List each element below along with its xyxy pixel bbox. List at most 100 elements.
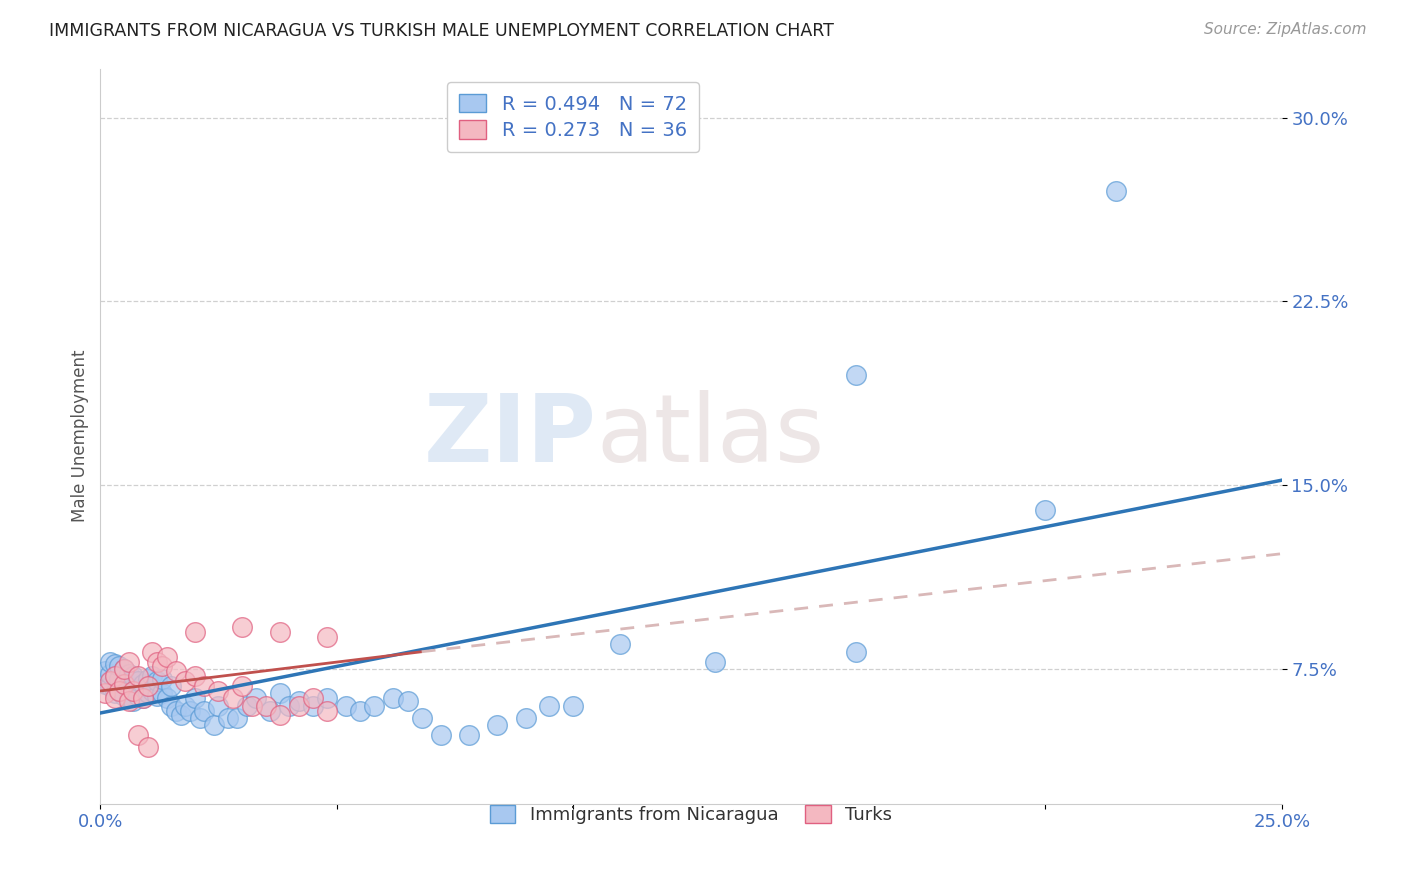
Point	[316, 630, 339, 644]
Point	[108, 672, 131, 686]
Point	[278, 698, 301, 713]
Point	[155, 691, 177, 706]
Point	[127, 674, 149, 689]
Point	[103, 686, 125, 700]
Point	[349, 704, 371, 718]
Point	[118, 694, 141, 708]
Y-axis label: Male Unemployment: Male Unemployment	[72, 350, 89, 523]
Point	[429, 728, 451, 742]
Point	[259, 704, 281, 718]
Point	[184, 625, 207, 640]
Point	[103, 669, 125, 683]
Point	[845, 645, 868, 659]
Point	[316, 704, 339, 718]
Point	[118, 691, 141, 706]
Point	[174, 698, 197, 713]
Point	[122, 694, 145, 708]
Point	[316, 691, 339, 706]
Point	[94, 676, 117, 690]
Point	[94, 665, 117, 679]
Point	[127, 669, 149, 683]
Point	[486, 718, 509, 732]
Point	[112, 662, 135, 676]
Point	[141, 669, 163, 683]
Point	[118, 679, 141, 693]
Point	[146, 674, 169, 689]
Point	[122, 684, 145, 698]
Point	[112, 676, 135, 690]
Point	[515, 711, 537, 725]
Point	[150, 659, 173, 673]
Point	[221, 691, 243, 706]
Point	[458, 728, 481, 742]
Point	[609, 637, 631, 651]
Point	[184, 691, 207, 706]
Point	[122, 669, 145, 683]
Text: IMMIGRANTS FROM NICARAGUA VS TURKISH MALE UNEMPLOYMENT CORRELATION CHART: IMMIGRANTS FROM NICARAGUA VS TURKISH MAL…	[49, 22, 834, 40]
Point	[269, 708, 291, 723]
Point	[103, 691, 125, 706]
Point	[193, 704, 215, 718]
Text: ZIP: ZIP	[423, 390, 596, 482]
Point	[122, 681, 145, 696]
Point	[98, 674, 121, 689]
Point	[174, 674, 197, 689]
Point	[150, 686, 173, 700]
Point	[269, 625, 291, 640]
Point	[240, 698, 263, 713]
Point	[245, 691, 267, 706]
Point	[136, 740, 159, 755]
Point	[170, 708, 193, 723]
Point	[103, 669, 125, 683]
Point	[146, 689, 169, 703]
Point	[396, 694, 419, 708]
Point	[146, 655, 169, 669]
Point	[288, 698, 311, 713]
Point	[141, 645, 163, 659]
Point	[335, 698, 357, 713]
Point	[94, 686, 117, 700]
Point	[207, 698, 229, 713]
Point	[160, 679, 183, 693]
Point	[226, 711, 249, 725]
Point	[411, 711, 433, 725]
Point	[236, 698, 259, 713]
Point	[108, 684, 131, 698]
Point	[98, 655, 121, 669]
Point	[160, 698, 183, 713]
Point	[254, 698, 277, 713]
Point	[538, 698, 561, 713]
Point	[136, 672, 159, 686]
Point	[136, 679, 159, 693]
Point	[136, 686, 159, 700]
Point	[165, 665, 187, 679]
Point	[165, 704, 187, 718]
Point	[127, 728, 149, 742]
Point	[288, 694, 311, 708]
Point	[184, 669, 207, 683]
Point	[112, 676, 135, 690]
Point	[188, 711, 211, 725]
Point	[132, 691, 155, 706]
Text: Source: ZipAtlas.com: Source: ZipAtlas.com	[1204, 22, 1367, 37]
Point	[207, 684, 229, 698]
Point	[112, 662, 135, 676]
Text: atlas: atlas	[596, 390, 825, 482]
Point	[302, 691, 325, 706]
Point	[155, 649, 177, 664]
Point	[103, 657, 125, 671]
Point	[150, 672, 173, 686]
Point	[179, 704, 201, 718]
Point	[217, 711, 239, 725]
Point	[845, 368, 868, 382]
Point	[108, 659, 131, 673]
Point	[108, 684, 131, 698]
Point	[269, 686, 291, 700]
Point	[202, 718, 225, 732]
Point	[132, 676, 155, 690]
Point	[231, 679, 253, 693]
Point	[118, 655, 141, 669]
Point	[118, 666, 141, 681]
Legend: Immigrants from Nicaragua, Turks: Immigrants from Nicaragua, Turks	[479, 795, 903, 835]
Point	[98, 679, 121, 693]
